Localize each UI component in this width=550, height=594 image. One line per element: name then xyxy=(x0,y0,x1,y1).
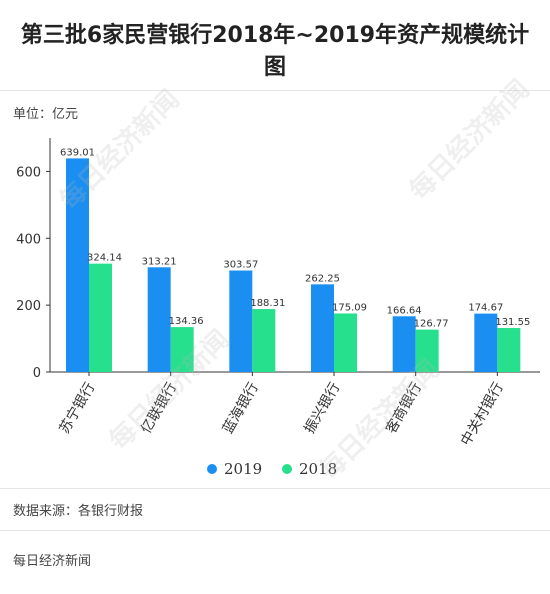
title-divider xyxy=(0,90,550,91)
data-label: 174.67 xyxy=(468,303,503,314)
data-label: 639.01 xyxy=(60,147,95,158)
data-label: 134.36 xyxy=(169,316,204,327)
source-divider xyxy=(0,488,550,489)
category-label: 苏宁银行 xyxy=(56,380,99,437)
bar-2019 xyxy=(311,284,334,372)
y-tick-label: 200 xyxy=(16,299,41,314)
category-label: 中关村银行 xyxy=(458,380,507,449)
y-tick-label: 0 xyxy=(33,366,41,381)
category-label: 亿联银行 xyxy=(138,380,180,436)
bar-chart: 0 200 400 600 639.01 324.14 苏宁银行 313.21 134.36 亿联… xyxy=(16,138,540,478)
y-tick-label: 600 xyxy=(16,165,41,180)
data-label: 166.64 xyxy=(387,305,422,316)
legend-label: 2018 xyxy=(299,460,337,478)
data-label: 313.21 xyxy=(142,256,177,267)
bar-2018 xyxy=(497,328,521,372)
bar-2019 xyxy=(474,313,498,372)
data-label: 188.31 xyxy=(250,298,285,309)
legend-label: 2019 xyxy=(224,460,262,478)
bar-2019 xyxy=(229,270,253,372)
unit-label: 单位：亿元 xyxy=(13,107,79,122)
y-tick-label: 400 xyxy=(16,232,41,247)
data-label: 126.77 xyxy=(414,319,449,330)
bar-2019 xyxy=(66,158,89,372)
data-label: 324.14 xyxy=(87,253,122,264)
data-label: 175.09 xyxy=(332,302,367,313)
data-label: 131.55 xyxy=(495,317,530,328)
bar-2019 xyxy=(392,316,416,372)
footer-divider xyxy=(0,530,550,531)
bar-2019 xyxy=(147,267,171,372)
category-label: 振兴银行 xyxy=(302,380,344,436)
category-label: 客商银行 xyxy=(382,380,425,437)
chart-title: 第三批6家民营银行2018年~2019年资产规模统计图 xyxy=(20,23,530,80)
legend-marker-2018 xyxy=(282,464,292,474)
legend-marker-2019 xyxy=(207,464,217,474)
brand-name: 每日经济新闻 xyxy=(13,554,92,569)
data-source: 数据来源：各银行财报 xyxy=(13,504,144,519)
category-label: 蓝海银行 xyxy=(220,380,262,436)
bar-2018 xyxy=(415,329,439,372)
data-label: 262.25 xyxy=(305,273,340,284)
bar-2018 xyxy=(334,313,357,372)
bar-2018 xyxy=(89,263,112,372)
data-label: 303.57 xyxy=(223,260,258,271)
bar-2018 xyxy=(252,309,276,372)
bar-2018 xyxy=(170,327,194,372)
